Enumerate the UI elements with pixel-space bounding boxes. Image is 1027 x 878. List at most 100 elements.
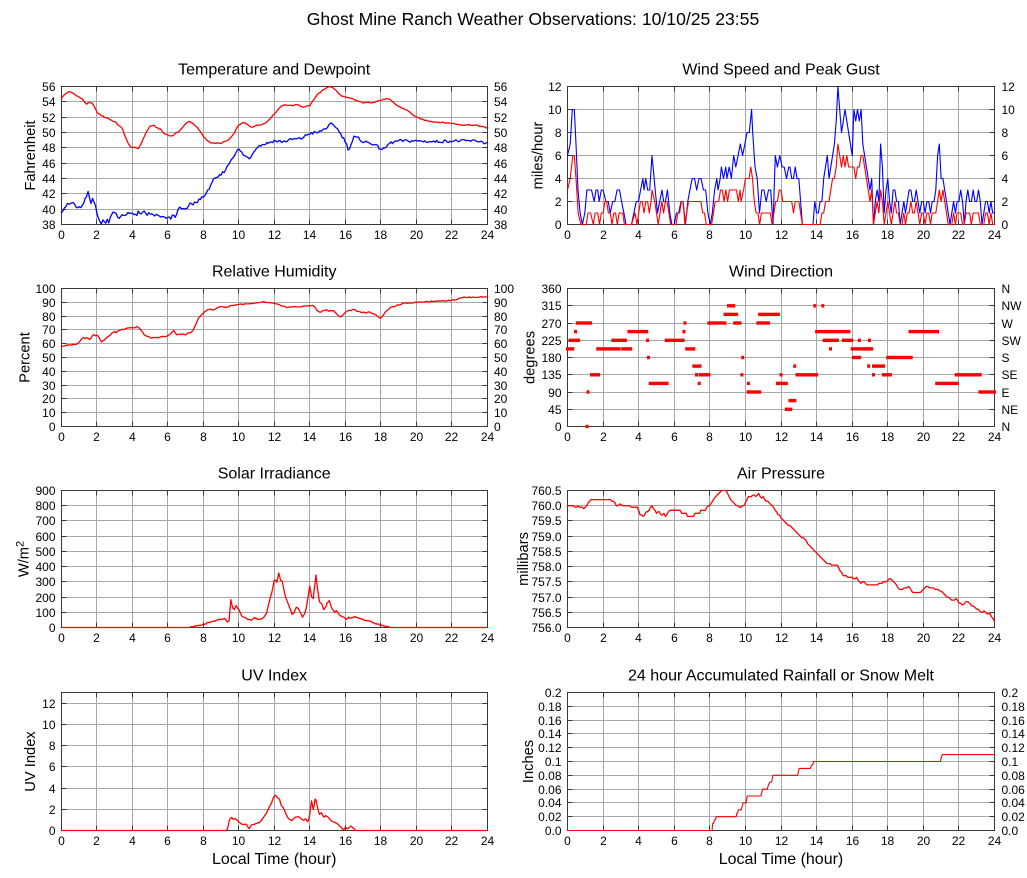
- svg-text:800: 800: [35, 499, 55, 513]
- svg-text:45: 45: [548, 403, 562, 417]
- svg-text:10: 10: [739, 631, 753, 645]
- svg-text:Local Time (hour): Local Time (hour): [212, 851, 337, 868]
- svg-text:22: 22: [952, 430, 966, 444]
- svg-text:38: 38: [494, 218, 508, 232]
- svg-text:10: 10: [494, 406, 508, 420]
- svg-text:8: 8: [49, 739, 56, 753]
- svg-text:16: 16: [339, 228, 353, 242]
- svg-text:80: 80: [42, 310, 56, 324]
- svg-text:10: 10: [232, 834, 246, 848]
- svg-text:0.16: 0.16: [538, 714, 562, 728]
- svg-text:56: 56: [42, 80, 56, 94]
- svg-text:12: 12: [775, 228, 789, 242]
- svg-text:10: 10: [548, 103, 562, 117]
- svg-text:18: 18: [374, 228, 388, 242]
- svg-text:10: 10: [42, 406, 56, 420]
- svg-text:270: 270: [541, 317, 561, 331]
- svg-text:Relative Humidity: Relative Humidity: [212, 264, 336, 281]
- svg-text:8: 8: [706, 631, 713, 645]
- svg-text:10: 10: [739, 228, 753, 242]
- svg-text:0.18: 0.18: [538, 700, 562, 714]
- svg-text:100: 100: [35, 282, 55, 296]
- svg-text:2: 2: [93, 430, 100, 444]
- svg-text:NE: NE: [1002, 403, 1019, 417]
- svg-text:UV Index: UV Index: [241, 668, 307, 685]
- svg-text:6: 6: [671, 430, 678, 444]
- svg-text:0: 0: [564, 631, 571, 645]
- svg-text:2: 2: [93, 631, 100, 645]
- svg-text:90: 90: [548, 386, 562, 400]
- svg-text:millibars: millibars: [516, 532, 532, 586]
- svg-text:4: 4: [635, 430, 642, 444]
- svg-text:0: 0: [58, 834, 65, 848]
- svg-text:22: 22: [445, 631, 459, 645]
- svg-text:50: 50: [494, 126, 508, 140]
- svg-text:759.5: 759.5: [531, 514, 561, 528]
- svg-text:2: 2: [600, 834, 607, 848]
- svg-text:46: 46: [42, 157, 56, 171]
- svg-text:8: 8: [706, 834, 713, 848]
- svg-text:2: 2: [600, 228, 607, 242]
- svg-text:0.04: 0.04: [1002, 796, 1026, 810]
- svg-text:2: 2: [93, 228, 100, 242]
- svg-text:20: 20: [917, 631, 931, 645]
- svg-text:NW: NW: [1002, 299, 1023, 313]
- svg-text:0.06: 0.06: [1002, 783, 1026, 797]
- svg-text:758.5: 758.5: [531, 545, 561, 559]
- svg-text:10: 10: [739, 430, 753, 444]
- svg-text:8: 8: [200, 834, 207, 848]
- svg-text:N: N: [1002, 420, 1011, 434]
- svg-text:12: 12: [548, 80, 562, 94]
- svg-text:22: 22: [952, 631, 966, 645]
- svg-text:600: 600: [35, 530, 55, 544]
- svg-text:757.0: 757.0: [531, 591, 561, 605]
- svg-text:0: 0: [49, 824, 56, 838]
- svg-text:16: 16: [846, 430, 860, 444]
- svg-text:70: 70: [42, 323, 56, 337]
- svg-text:6: 6: [671, 631, 678, 645]
- svg-text:20: 20: [917, 834, 931, 848]
- svg-text:0: 0: [58, 631, 65, 645]
- svg-text:12: 12: [1002, 80, 1016, 94]
- svg-text:miles/hour: miles/hour: [531, 122, 547, 190]
- svg-text:52: 52: [42, 111, 56, 125]
- svg-text:360: 360: [541, 282, 561, 296]
- svg-text:0.08: 0.08: [538, 769, 562, 783]
- svg-text:46: 46: [494, 157, 508, 171]
- svg-text:300: 300: [35, 575, 55, 589]
- svg-text:48: 48: [42, 141, 56, 155]
- svg-text:SE: SE: [1002, 368, 1018, 382]
- svg-text:30: 30: [494, 379, 508, 393]
- svg-text:2: 2: [600, 430, 607, 444]
- svg-text:54: 54: [42, 95, 56, 109]
- svg-text:225: 225: [541, 334, 561, 348]
- svg-text:10: 10: [232, 631, 246, 645]
- svg-text:200: 200: [35, 591, 55, 605]
- svg-text:12: 12: [268, 430, 282, 444]
- svg-text:0.12: 0.12: [538, 741, 562, 755]
- svg-text:12: 12: [268, 834, 282, 848]
- svg-text:760.0: 760.0: [531, 499, 561, 513]
- svg-text:Ghost Mine Ranch Weather Obser: Ghost Mine Ranch Weather Observations: 1…: [307, 9, 760, 29]
- svg-text:16: 16: [339, 631, 353, 645]
- svg-text:6: 6: [164, 834, 171, 848]
- svg-text:4: 4: [1002, 172, 1009, 186]
- svg-text:12: 12: [775, 430, 789, 444]
- svg-text:0: 0: [49, 621, 56, 635]
- svg-text:0.1: 0.1: [1002, 755, 1019, 769]
- svg-text:0.12: 0.12: [1002, 741, 1026, 755]
- svg-text:38: 38: [42, 218, 56, 232]
- svg-text:30: 30: [42, 379, 56, 393]
- svg-text:0.02: 0.02: [538, 810, 562, 824]
- svg-text:12: 12: [268, 631, 282, 645]
- svg-text:14: 14: [810, 228, 824, 242]
- svg-text:4: 4: [129, 834, 136, 848]
- svg-text:10: 10: [1002, 103, 1016, 117]
- svg-text:24: 24: [988, 228, 1002, 242]
- svg-text:22: 22: [445, 430, 459, 444]
- svg-text:56: 56: [494, 80, 508, 94]
- svg-text:22: 22: [952, 228, 966, 242]
- svg-text:14: 14: [810, 430, 824, 444]
- svg-text:22: 22: [445, 228, 459, 242]
- svg-text:40: 40: [494, 365, 508, 379]
